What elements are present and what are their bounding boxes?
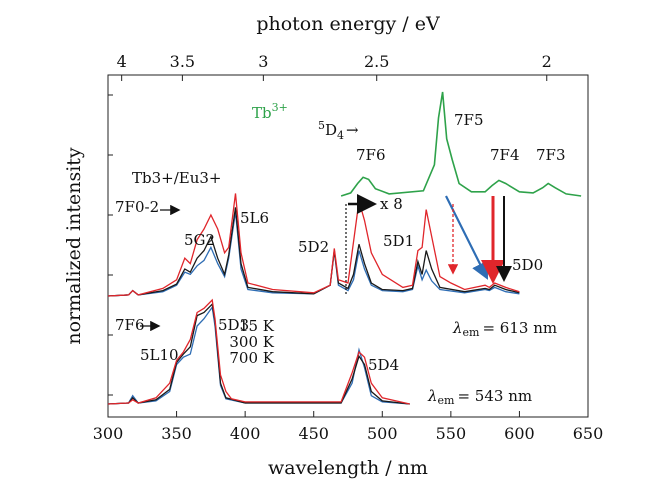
top-tick-label: 4 <box>117 52 127 71</box>
x8-label: x 8 <box>380 195 403 213</box>
tb-label: Tb3+ <box>252 101 288 122</box>
label-5d3: 5D3 <box>218 316 249 334</box>
label-5d4-lower: 5D4 <box>368 356 399 374</box>
x-tick-label: 550 <box>436 424 467 443</box>
annotation-layer: Tb3+ 5D4 → 7F6 7F5 7F4 7F3 Tb3+/Eu3+ 7F0-… <box>115 101 566 407</box>
x-tick-label: 450 <box>298 424 329 443</box>
series-line-5 <box>107 298 410 405</box>
tbeu-label: Tb3+/Eu3+ <box>132 169 222 187</box>
tb-d4-label: 5D4 → <box>318 119 359 142</box>
top-tick-label: 2.5 <box>364 52 389 71</box>
label-5l6: 5L6 <box>240 209 269 227</box>
lambda-em-613: λem = 613 nm <box>452 319 557 339</box>
legend-entry: 15 K <box>239 317 275 335</box>
label-7f5: 7F5 <box>454 111 484 129</box>
x-tick-label: 400 <box>230 424 261 443</box>
blue-transition-arrow <box>445 195 488 280</box>
top-axis-title: photon energy / eV <box>256 13 440 35</box>
legend-entry: 700 K <box>229 349 274 367</box>
label-5d2: 5D2 <box>298 238 329 256</box>
x-tick-label: 600 <box>504 424 535 443</box>
series-layer <box>107 91 582 405</box>
x-tick-label: 500 <box>367 424 398 443</box>
x-tick-label: 300 <box>93 424 124 443</box>
x-tick-label: 350 <box>161 424 192 443</box>
series-line-2 <box>107 193 520 297</box>
label-7f6-upper: 7F6 <box>356 146 386 164</box>
label-5l10: 5L10 <box>140 346 179 364</box>
legend-entry: 300 K <box>229 333 274 351</box>
label-5d1: 5D1 <box>383 232 414 250</box>
series-line-6 <box>340 91 582 197</box>
top-tick-label: 3.5 <box>170 52 195 71</box>
label-7f02: 7F0-2 <box>115 198 159 216</box>
y-axis-title: normalized intensity <box>63 147 85 345</box>
label-7f4: 7F4 <box>490 146 520 164</box>
label-7f6-lower: 7F6 <box>115 316 145 334</box>
plot-frame <box>107 74 589 418</box>
label-5g2: 5G2 <box>184 231 215 249</box>
x-tick-label: 650 <box>573 424 604 443</box>
tick-layer: 300 350 400 450 500 550 600 650 4 3.5 3 2.5 2 <box>93 52 604 443</box>
x-axis-title: wavelength / nm <box>268 457 428 479</box>
top-tick-label: 2 <box>542 52 552 71</box>
lambda-em-543: λem = 543 nm <box>427 387 532 407</box>
label-5d0: 5D0 <box>512 256 543 274</box>
label-7f3: 7F3 <box>536 146 566 164</box>
top-tick-label: 3 <box>258 52 268 71</box>
